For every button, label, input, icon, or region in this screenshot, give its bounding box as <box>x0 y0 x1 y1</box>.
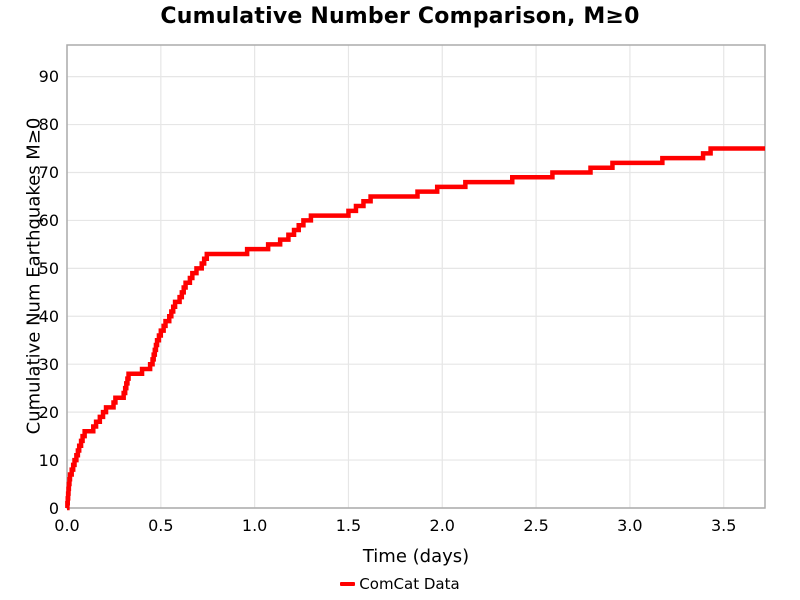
y-tick-label: 60 <box>38 210 59 230</box>
x-tick-label: 1.5 <box>335 516 362 535</box>
x-tick-label: 0.0 <box>54 516 80 535</box>
chart-title: Cumulative Number Comparison, M≥0 <box>160 4 640 29</box>
y-tick-label: 90 <box>38 67 59 87</box>
x-tick-label: 0.5 <box>148 516 174 535</box>
x-axis-label: Time (days) <box>362 546 470 567</box>
legend-label: ComCat Data <box>359 575 460 593</box>
x-tick-label: 3.5 <box>710 516 737 535</box>
y-tick-label: 50 <box>38 258 59 278</box>
y-tick-label: 80 <box>38 115 59 135</box>
y-tick-label: 30 <box>38 354 59 374</box>
x-tick-label: 1.0 <box>241 516 268 535</box>
y-tick-label: 40 <box>38 306 59 326</box>
y-tick-label: 20 <box>38 402 59 422</box>
x-tick-label: 3.0 <box>617 516 643 535</box>
y-tick-label: 70 <box>38 162 59 182</box>
series-line-comcat-data <box>65 146 765 511</box>
y-tick-label: 0 <box>48 498 59 518</box>
x-tick-label: 2.5 <box>523 516 549 535</box>
x-tick-label: 2.0 <box>429 516 455 535</box>
legend-line-swatch <box>340 582 356 586</box>
y-tick-label: 10 <box>38 450 59 470</box>
axes-frame <box>66 44 766 509</box>
legend: ComCat Data <box>0 575 800 593</box>
